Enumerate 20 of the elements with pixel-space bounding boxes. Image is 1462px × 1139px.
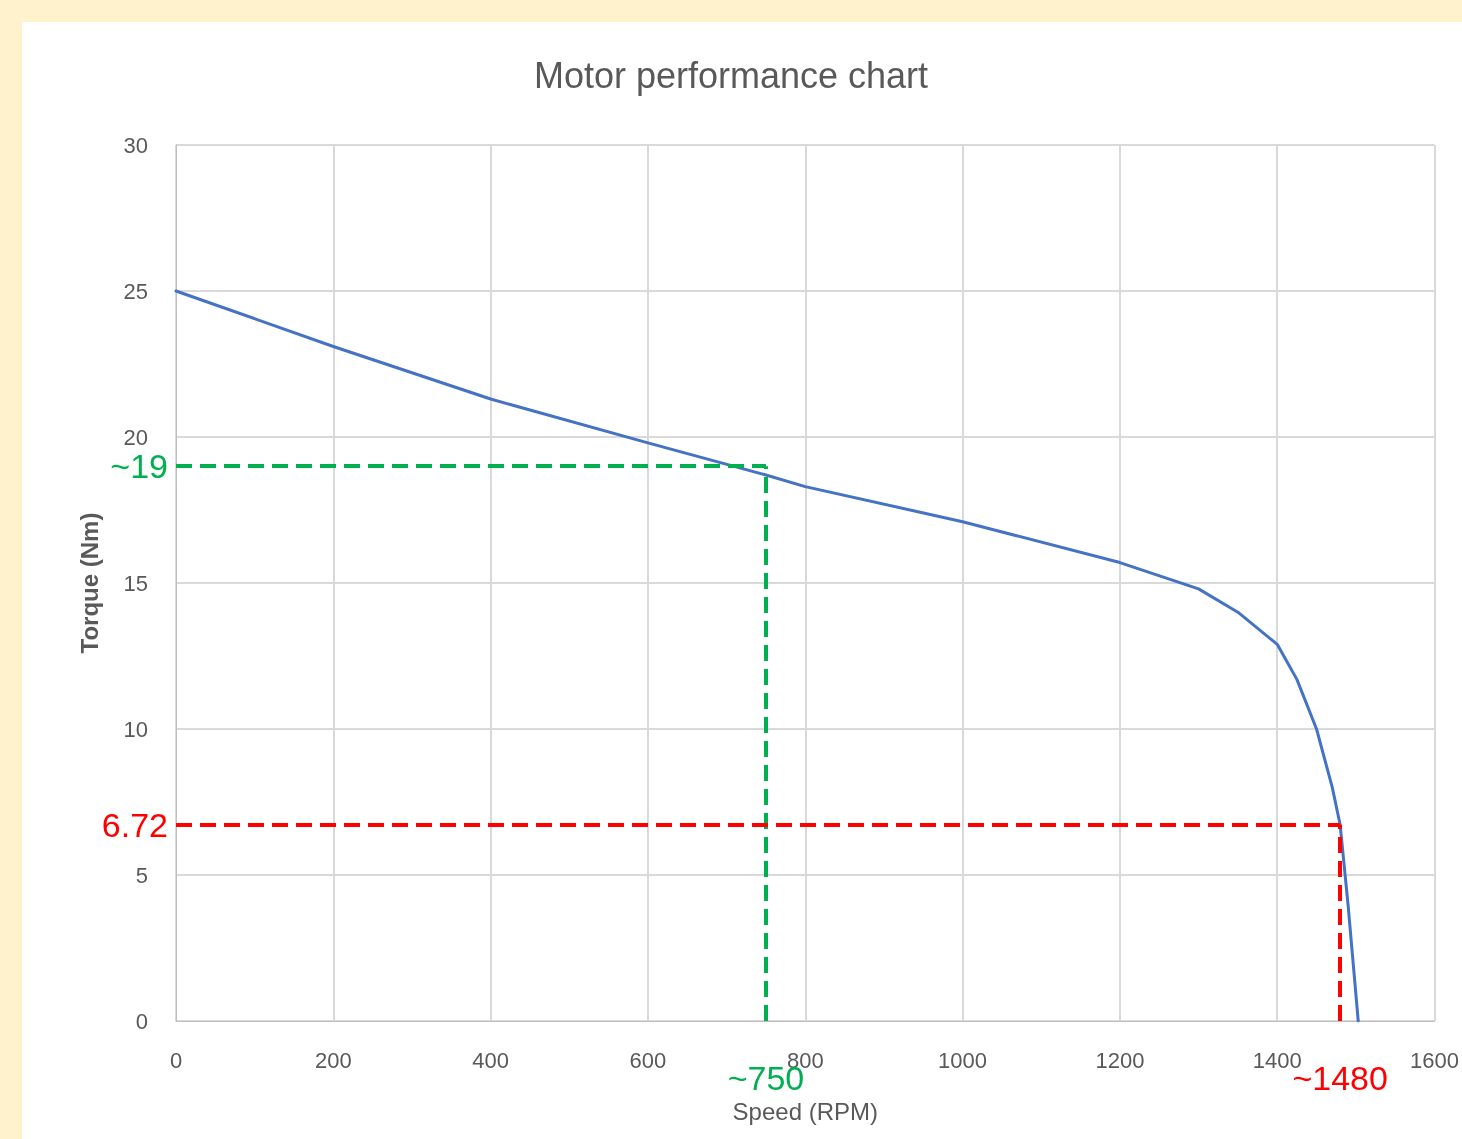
ref-line-label: ~19: [110, 447, 168, 486]
line-series: [174, 289, 1360, 1023]
x-tick-label: 600: [629, 1047, 667, 1073]
ref-line-label: 6.72: [101, 805, 168, 844]
x-tick-label: 200: [314, 1047, 352, 1073]
y-tick-label: 20: [123, 424, 148, 450]
y-tick-label: 25: [123, 278, 148, 304]
y-tick-label: 30: [123, 132, 148, 158]
y-tick-label: 0: [135, 1008, 148, 1034]
x-tick-label: 1600: [1410, 1047, 1460, 1073]
y-tick-label: 10: [123, 716, 148, 742]
x-axis-title: Speed (RPM): [732, 1097, 878, 1125]
chart-title: Motor performance chart: [533, 54, 929, 96]
y-axis-title: Torque (Nm): [75, 512, 103, 654]
x-tick-label: 0: [169, 1047, 183, 1073]
x-tick-label: 400: [472, 1047, 509, 1073]
x-tick-label: 1200: [1095, 1047, 1145, 1073]
y-tick-label: 5: [135, 862, 148, 888]
x-tick-label: 1000: [938, 1047, 988, 1073]
y-tick-label: 15: [123, 570, 148, 596]
